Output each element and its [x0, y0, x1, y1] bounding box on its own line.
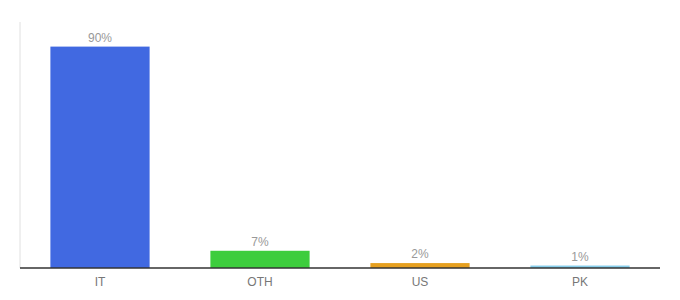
- x-tick-label: OTH: [247, 275, 272, 289]
- x-tick-label: IT: [95, 275, 106, 289]
- x-tick-label: US: [412, 275, 429, 289]
- x-axis-line: [20, 267, 660, 269]
- bar: [210, 251, 309, 268]
- data-label: 1%: [571, 250, 589, 264]
- chart-container: 90% 7% 2% 1% IT OTH US PK: [0, 0, 680, 300]
- x-tick-label: PK: [572, 275, 588, 289]
- bars: [50, 47, 629, 268]
- data-label: 90%: [88, 31, 112, 45]
- data-label: 7%: [251, 235, 269, 249]
- data-labels: 90% 7% 2% 1%: [88, 31, 589, 264]
- y-axis-line: [20, 22, 21, 268]
- bar: [50, 47, 149, 268]
- x-tick-labels: IT OTH US PK: [95, 275, 588, 289]
- chart: 90% 7% 2% 1% IT OTH US PK: [0, 0, 680, 300]
- data-label: 2%: [411, 247, 429, 261]
